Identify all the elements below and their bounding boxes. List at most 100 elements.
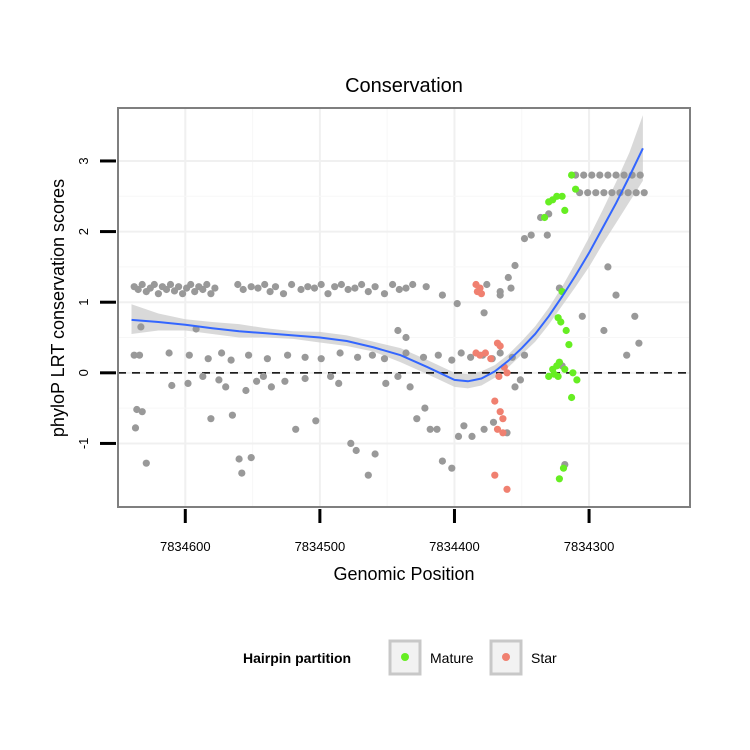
point-other — [468, 432, 476, 440]
point-other — [364, 471, 372, 479]
point-other — [222, 383, 230, 391]
point-other — [504, 273, 512, 282]
point-other — [312, 417, 320, 425]
point-other — [235, 455, 243, 463]
point-other — [133, 405, 141, 414]
point-other — [608, 189, 616, 197]
legend-title: Hairpin partition — [243, 650, 351, 666]
point-other — [207, 290, 215, 298]
point-other — [150, 280, 158, 289]
point-other — [263, 355, 271, 363]
point-other — [337, 280, 345, 289]
point-mature — [573, 376, 581, 384]
chart-title: Conservation — [345, 75, 463, 97]
point-other — [460, 422, 468, 430]
point-other — [324, 290, 332, 298]
legend-label-star: Star — [531, 650, 557, 666]
point-other — [218, 349, 226, 357]
point-other — [448, 464, 456, 472]
point-other — [454, 432, 463, 440]
point-other — [234, 280, 242, 289]
point-other — [511, 383, 519, 391]
point-other — [409, 280, 417, 289]
point-other — [331, 283, 339, 291]
point-other — [596, 171, 604, 179]
x-axis: 7834600 7834500 7834400 7834300 — [160, 509, 614, 554]
point-other — [496, 349, 504, 357]
point-other — [131, 424, 140, 432]
point-other — [301, 353, 309, 361]
point-star — [503, 485, 511, 493]
point-other — [247, 454, 255, 462]
y-tick-label: -1 — [76, 438, 91, 450]
point-other — [483, 280, 491, 289]
point-mature — [555, 358, 564, 366]
point-other — [632, 189, 640, 197]
point-other — [640, 189, 648, 197]
point-other — [364, 288, 372, 296]
point-other — [191, 288, 199, 296]
point-other — [279, 290, 288, 298]
point-other — [402, 284, 410, 292]
point-other — [496, 291, 504, 299]
point-other — [368, 351, 376, 359]
point-other — [457, 349, 465, 357]
point-other — [453, 300, 461, 308]
point-other — [165, 349, 173, 357]
point-other — [351, 284, 359, 292]
point-other — [389, 280, 397, 289]
legend: Hairpin partition Mature Star — [243, 639, 557, 676]
legend-star-marker — [502, 653, 510, 661]
x-tick-label: 7834500 — [295, 539, 346, 554]
smooth-line — [131, 147, 644, 383]
point-mature — [558, 192, 566, 200]
point-star — [496, 342, 504, 350]
series-star — [472, 280, 511, 493]
point-star — [491, 397, 499, 405]
point-other — [635, 339, 643, 347]
point-other — [162, 285, 171, 294]
point-other — [413, 415, 421, 423]
point-other — [261, 280, 269, 289]
x-tick-label: 7834300 — [564, 539, 615, 554]
point-other — [327, 372, 335, 380]
y-axis-title: phyloP LRT conservation scores — [48, 179, 68, 437]
point-other — [199, 372, 207, 380]
point-other — [142, 459, 150, 467]
point-other — [187, 280, 195, 289]
point-star — [476, 351, 484, 359]
point-other — [154, 290, 162, 298]
point-other — [168, 381, 176, 390]
point-star — [487, 355, 495, 363]
point-star — [473, 288, 481, 296]
point-star — [493, 425, 502, 433]
legend-mature-marker — [401, 653, 409, 661]
point-other — [507, 284, 515, 292]
point-other — [228, 411, 236, 419]
point-mature — [572, 185, 580, 193]
point-other — [480, 425, 488, 433]
point-other — [448, 356, 456, 364]
point-other — [135, 351, 144, 359]
point-other — [238, 469, 246, 477]
point-other — [242, 386, 250, 395]
point-other — [624, 189, 632, 197]
point-other — [317, 355, 325, 363]
point-other — [292, 425, 300, 433]
point-other — [438, 291, 446, 299]
point-other — [215, 376, 223, 384]
point-other — [304, 283, 312, 291]
point-other — [266, 288, 274, 296]
point-other — [612, 291, 620, 299]
point-other — [179, 290, 187, 298]
point-other — [604, 171, 612, 179]
point-other — [527, 231, 535, 239]
point-other — [604, 263, 612, 271]
legend-label-mature: Mature — [430, 650, 474, 666]
point-other — [254, 284, 262, 292]
plot-panel — [118, 108, 690, 507]
y-tick-label: 2 — [76, 228, 91, 235]
point-other — [227, 356, 235, 364]
point-star — [499, 429, 507, 437]
